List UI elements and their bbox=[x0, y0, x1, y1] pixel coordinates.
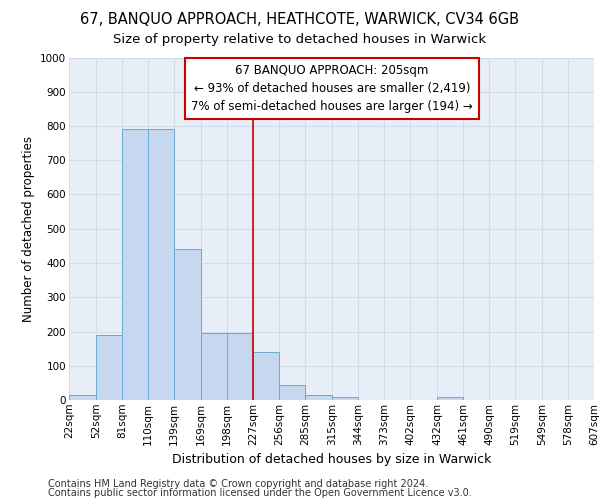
Bar bbox=[96, 335, 122, 400]
Bar bbox=[437, 396, 463, 400]
Bar bbox=[69, 395, 96, 400]
Bar bbox=[279, 384, 305, 400]
Text: Contains HM Land Registry data © Crown copyright and database right 2024.: Contains HM Land Registry data © Crown c… bbox=[48, 479, 428, 489]
Bar bbox=[201, 333, 227, 400]
X-axis label: Distribution of detached houses by size in Warwick: Distribution of detached houses by size … bbox=[172, 453, 491, 466]
Bar bbox=[305, 395, 332, 400]
Text: 67, BANQUO APPROACH, HEATHCOTE, WARWICK, CV34 6GB: 67, BANQUO APPROACH, HEATHCOTE, WARWICK,… bbox=[80, 12, 520, 28]
Bar bbox=[253, 352, 279, 400]
Text: Size of property relative to detached houses in Warwick: Size of property relative to detached ho… bbox=[113, 32, 487, 46]
Bar bbox=[148, 130, 174, 400]
Bar bbox=[332, 396, 358, 400]
Text: 67 BANQUO APPROACH: 205sqm
← 93% of detached houses are smaller (2,419)
7% of se: 67 BANQUO APPROACH: 205sqm ← 93% of deta… bbox=[191, 64, 473, 114]
Bar bbox=[122, 130, 148, 400]
Text: Contains public sector information licensed under the Open Government Licence v3: Contains public sector information licen… bbox=[48, 488, 472, 498]
Bar bbox=[227, 333, 253, 400]
Bar bbox=[174, 250, 201, 400]
Y-axis label: Number of detached properties: Number of detached properties bbox=[22, 136, 35, 322]
